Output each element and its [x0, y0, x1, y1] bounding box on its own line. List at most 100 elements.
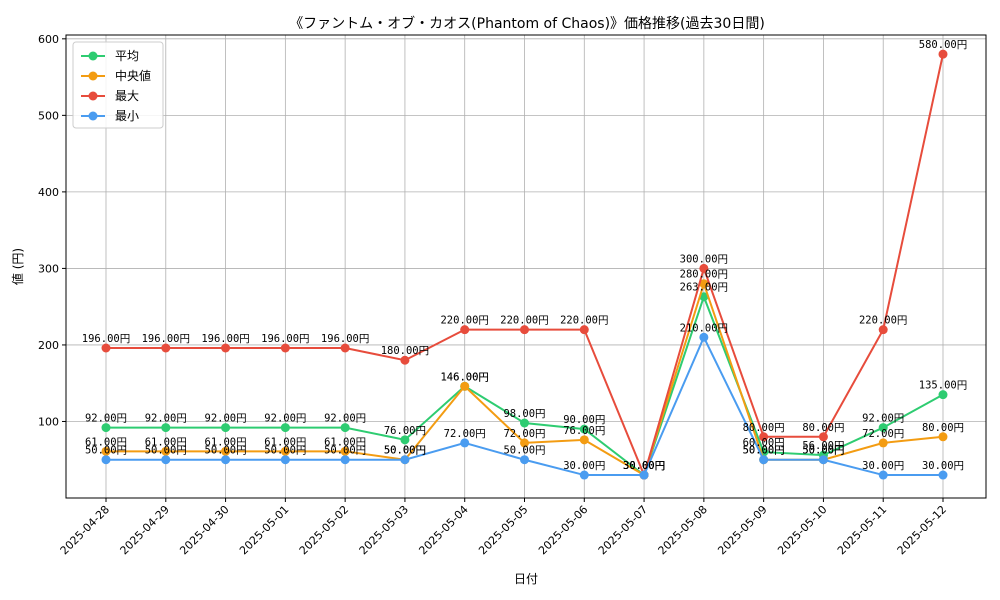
- data-point: [460, 381, 470, 391]
- data-label: 146.00円: [440, 371, 488, 383]
- x-tick-label: 2025-05-05: [476, 503, 530, 557]
- data-label: 30.00円: [922, 460, 964, 472]
- data-label: 80.00円: [743, 422, 785, 434]
- data-point: [520, 418, 529, 428]
- data-label: 50.00円: [145, 445, 187, 457]
- data-point: [699, 263, 709, 273]
- data-label: 220.00円: [500, 315, 548, 327]
- x-tick-label: 2025-05-04: [416, 503, 470, 557]
- data-label: 30.00円: [623, 460, 665, 472]
- y-axis-label: 値 (円): [10, 248, 25, 285]
- data-point: [101, 446, 111, 456]
- data-label: 92.00円: [145, 413, 187, 425]
- data-point: [699, 279, 709, 289]
- data-labels: 92.00円 92.00円 92.00円 92.00円 92.00円 76.00円 146.…: [82, 39, 967, 472]
- data-point: [579, 470, 589, 480]
- data-label: 72.00円: [862, 428, 904, 440]
- y-tick-label: 600: [38, 33, 59, 46]
- plot-area: [65, 34, 987, 499]
- data-point: [400, 355, 410, 365]
- data-point: [878, 325, 888, 335]
- data-point: [101, 343, 111, 353]
- data-label: 196.00円: [82, 333, 130, 345]
- data-label: 56.00円: [802, 440, 844, 452]
- data-label: 92.00円: [85, 413, 127, 425]
- data-point: [161, 343, 171, 353]
- data-point: [221, 343, 231, 353]
- data-label: 76.00円: [384, 425, 426, 437]
- data-point: [221, 455, 231, 465]
- data-label: 61.00円: [85, 436, 127, 448]
- data-label: 180.00円: [381, 345, 429, 357]
- legend-swatch-marker: [88, 91, 98, 101]
- data-point: [520, 455, 529, 465]
- x-tick-label: 2025-05-09: [715, 503, 769, 557]
- data-point: [101, 423, 111, 433]
- data-point: [221, 423, 231, 433]
- data-label: 30.00円: [623, 460, 665, 472]
- x-tick-label: 2025-04-29: [118, 503, 172, 557]
- chart-title: 《ファントム・オブ・カオス(Phantom of Chaos)》価格推移(過去3…: [289, 15, 765, 32]
- data-label: 30.00円: [623, 460, 665, 472]
- x-tick-label: 2025-05-08: [656, 503, 710, 557]
- data-point: [161, 423, 171, 433]
- data-point: [699, 332, 709, 342]
- data-point: [280, 423, 290, 433]
- data-point: [280, 343, 290, 353]
- data-label: 220.00円: [859, 315, 907, 327]
- data-label: 220.00円: [560, 315, 608, 327]
- data-point: [938, 470, 948, 480]
- data-point: [878, 423, 888, 433]
- data-label: 61.00円: [205, 436, 247, 448]
- data-point: [818, 432, 828, 442]
- data-point: [818, 455, 828, 465]
- data-point: [101, 455, 111, 465]
- data-label: 146.00円: [440, 371, 488, 383]
- x-tick-label: 2025-05-11: [835, 503, 889, 557]
- data-point: [280, 455, 290, 465]
- data-label: 196.00円: [261, 333, 309, 345]
- data-label: 50.00円: [802, 445, 844, 457]
- data-label: 61.00円: [324, 436, 366, 448]
- data-point: [699, 292, 709, 302]
- y-axis: 100 200 300 400 500 600: [38, 33, 66, 428]
- x-tick-label: 2025-05-07: [596, 503, 650, 557]
- data-label: 60.00円: [743, 437, 785, 449]
- data-label: 50.00円: [324, 445, 366, 457]
- data-label: 50.00円: [802, 445, 844, 457]
- data-label: 90.00円: [563, 414, 605, 426]
- data-label: 92.00円: [264, 413, 306, 425]
- data-label: 30.00円: [623, 460, 665, 472]
- data-point: [460, 325, 470, 335]
- data-label: 61.00円: [264, 436, 306, 448]
- data-label: 92.00円: [324, 413, 366, 425]
- legend-box: [72, 41, 164, 129]
- data-label: 220.00円: [440, 315, 488, 327]
- x-tick-label: 2025-05-12: [895, 503, 949, 557]
- data-label: 98.00円: [503, 408, 545, 420]
- data-point: [460, 438, 470, 448]
- data-point: [221, 446, 231, 456]
- y-tick-label: 100: [38, 415, 59, 428]
- data-point: [400, 435, 410, 445]
- x-axis-label: 日付: [514, 572, 538, 586]
- legend-label: 最小: [115, 109, 139, 123]
- y-tick-label: 200: [38, 339, 59, 352]
- y-tick-label: 400: [38, 186, 59, 199]
- legend-swatch-marker: [88, 111, 98, 121]
- data-label: 50.00円: [384, 445, 426, 457]
- data-label: 196.00円: [321, 333, 369, 345]
- data-label: 30.00円: [862, 460, 904, 472]
- legend-label: 平均: [115, 49, 139, 63]
- x-tick-label: 2025-04-30: [177, 503, 231, 557]
- data-label: 72.00円: [503, 428, 545, 440]
- data-point: [400, 455, 410, 465]
- data-label: 80.00円: [802, 422, 844, 434]
- data-label: 196.00円: [142, 333, 190, 345]
- data-label: 135.00円: [919, 380, 967, 392]
- legend-label: 最大: [115, 89, 139, 103]
- data-point: [520, 325, 529, 335]
- data-label: 80.00円: [922, 422, 964, 434]
